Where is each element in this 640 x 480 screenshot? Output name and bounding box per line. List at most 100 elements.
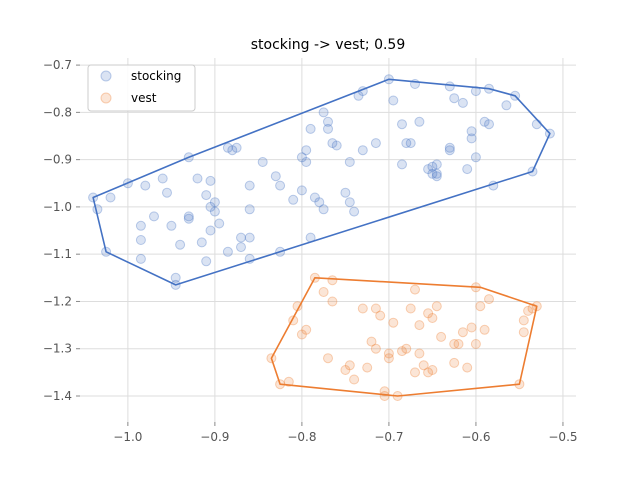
point-vest	[514, 379, 525, 390]
chart-title: stocking -> vest; 0.59	[251, 37, 406, 53]
x-tick-label: −0.6	[461, 430, 490, 444]
point-stocking	[427, 161, 438, 172]
point-stocking	[318, 204, 329, 215]
point-stocking	[488, 180, 499, 191]
point-vest	[327, 275, 338, 286]
point-stocking	[510, 90, 521, 101]
point-stocking	[484, 83, 494, 94]
point-vest	[410, 367, 420, 378]
point-stocking	[449, 93, 460, 104]
point-stocking	[231, 142, 242, 153]
point-vest	[475, 301, 486, 312]
point-stocking	[544, 128, 555, 139]
point-stocking	[222, 246, 233, 257]
point-vest	[470, 339, 481, 349]
point-stocking	[170, 279, 181, 290]
point-vest	[301, 324, 312, 335]
point-vest	[531, 301, 542, 312]
legend: stocking vest	[87, 64, 196, 112]
point-stocking	[227, 145, 238, 156]
point-vest	[431, 301, 442, 312]
point-stocking	[214, 218, 225, 229]
point-stocking	[462, 164, 473, 175]
point-vest	[397, 346, 407, 357]
point-vest	[466, 322, 477, 333]
point-vest	[379, 386, 390, 397]
point-stocking	[162, 187, 172, 198]
point-stocking	[388, 95, 399, 106]
point-stocking	[122, 178, 133, 189]
point-vest	[518, 315, 529, 326]
point-vest	[427, 365, 438, 375]
point-stocking	[470, 152, 481, 163]
point-vest	[527, 303, 538, 314]
point-stocking	[305, 123, 316, 134]
point-stocking	[209, 206, 220, 217]
point-vest	[479, 324, 490, 335]
point-stocking	[331, 140, 342, 151]
point-stocking	[275, 246, 286, 257]
point-stocking	[397, 159, 407, 170]
grid	[80, 58, 576, 422]
point-vest	[388, 317, 399, 328]
point-vest	[523, 305, 534, 316]
point-vest	[283, 376, 294, 387]
point-stocking	[470, 86, 481, 97]
point-stocking	[201, 256, 212, 267]
point-stocking	[222, 142, 233, 153]
y-tick-label: −1.4	[43, 389, 72, 403]
point-stocking	[88, 192, 99, 203]
legend-box	[87, 64, 196, 112]
point-vest	[296, 329, 307, 340]
point-stocking	[414, 116, 425, 127]
point-stocking	[527, 166, 538, 177]
point-stocking	[244, 253, 255, 264]
point-stocking	[301, 145, 312, 156]
point-vest	[292, 301, 303, 312]
axis-ticks: −1.0 −0.9 −0.8 −0.7 −0.6 −0.5 −0.7 −0.8 −0.9 −1.0…	[43, 58, 578, 444]
point-stocking	[349, 206, 360, 217]
point-stocking	[444, 142, 455, 153]
point-layer	[88, 74, 555, 401]
point-stocking	[531, 119, 542, 130]
point-stocking	[457, 97, 468, 108]
point-vest	[423, 367, 434, 378]
point-vest	[401, 343, 412, 354]
point-stocking	[410, 79, 420, 89]
point-vest	[414, 348, 425, 359]
point-stocking	[201, 190, 212, 201]
point-vest	[449, 339, 460, 349]
y-tick-label: −1.0	[43, 200, 72, 214]
point-stocking	[344, 197, 355, 208]
point-vest	[405, 303, 416, 314]
point-stocking	[157, 173, 168, 184]
legend-label-stocking: stocking	[131, 69, 181, 83]
point-stocking	[205, 225, 216, 236]
point-stocking	[296, 185, 307, 196]
point-vest	[436, 331, 447, 342]
point-vest	[340, 365, 351, 375]
point-stocking	[323, 116, 333, 127]
point-stocking	[257, 157, 268, 167]
point-vest	[366, 336, 377, 347]
point-stocking	[275, 180, 286, 191]
point-stocking	[183, 211, 194, 222]
point-vest	[457, 327, 468, 338]
point-stocking	[183, 152, 194, 163]
point-stocking	[205, 201, 216, 212]
point-vest	[288, 315, 299, 326]
legend-label-vest: vest	[131, 91, 157, 105]
point-vest	[383, 348, 394, 359]
x-tick-label: −0.7	[374, 430, 403, 444]
point-vest	[309, 272, 320, 283]
point-stocking	[466, 126, 477, 137]
y-tick-label: −1.3	[43, 342, 72, 356]
point-stocking	[288, 194, 299, 205]
point-stocking	[296, 152, 307, 163]
point-stocking	[309, 192, 320, 203]
point-stocking	[466, 133, 477, 144]
legend-marker-stocking	[100, 70, 112, 82]
point-stocking	[340, 187, 351, 198]
point-stocking	[357, 145, 368, 156]
hull-layer	[92, 78, 551, 397]
